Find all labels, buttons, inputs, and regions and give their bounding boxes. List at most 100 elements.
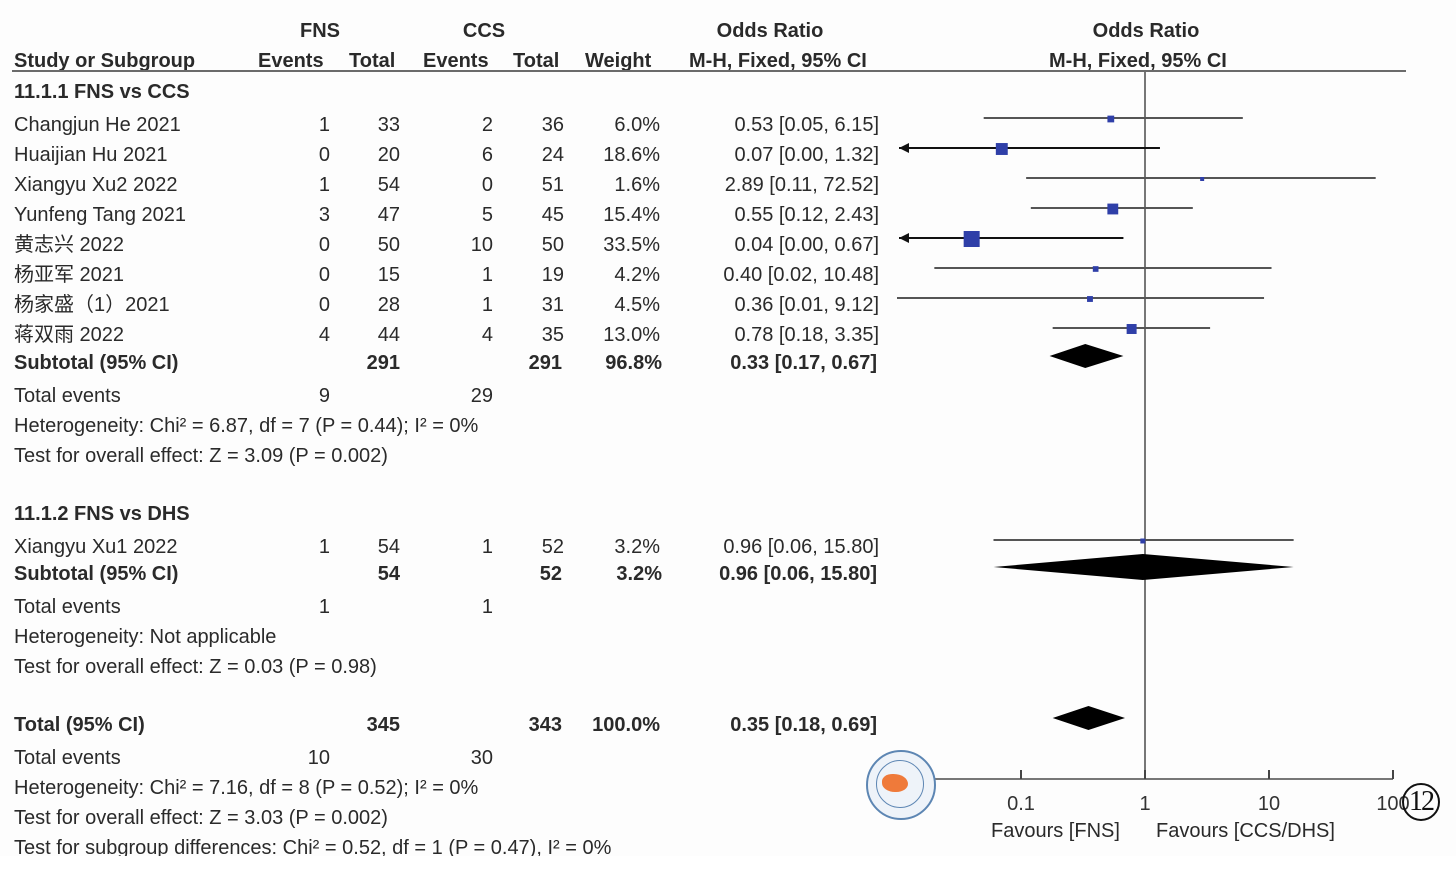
weight: 15.4% <box>603 204 660 226</box>
col-events2-header: Events <box>423 50 489 72</box>
study-name: 杨亚军 2021 <box>14 264 125 286</box>
journal-logo-icon <box>866 750 936 820</box>
subtotal-total1: 54 <box>377 563 400 585</box>
total-2: 19 <box>541 264 564 286</box>
odds-ratio: 0.36 [0.01, 9.12] <box>734 294 879 316</box>
total-2: 35 <box>541 324 564 346</box>
total-weight: 100.0% <box>592 714 660 736</box>
weight: 4.2% <box>614 264 660 286</box>
x-axis-tick-label: 100 <box>1376 793 1409 815</box>
group2-header: CCS <box>462 20 506 42</box>
subtotal-weight: 96.8% <box>605 352 662 374</box>
odds-ratio: 0.55 [0.12, 2.43] <box>734 204 879 226</box>
heterogeneity-text: Heterogeneity: Not applicable <box>14 626 277 648</box>
odds-ratio: 0.40 [0.02, 10.48] <box>723 264 879 286</box>
total-or: 0.35 [0.18, 0.69] <box>730 714 877 736</box>
events-2: 10 <box>470 234 493 256</box>
subgroup-title: 11.1.1 FNS vs CCS <box>14 81 190 103</box>
study-name: 杨家盛（1）2021 <box>14 294 170 316</box>
figure-number-label: 12 <box>1402 783 1440 821</box>
events-2: 6 <box>481 144 493 166</box>
total-total1: 345 <box>366 714 400 736</box>
weight: 13.0% <box>603 324 660 346</box>
study-marker <box>1087 296 1093 302</box>
study-name: Yunfeng Tang 2021 <box>14 204 187 226</box>
weight: 33.5% <box>603 234 660 256</box>
events-2: 1 <box>481 294 493 316</box>
total-events-2: 1 <box>481 596 493 618</box>
total-1: 15 <box>377 264 400 286</box>
ci-arrow-left <box>899 233 909 243</box>
total-total2: 343 <box>528 714 562 736</box>
page-edge <box>0 856 1456 871</box>
events-2: 1 <box>481 536 493 558</box>
x-axis-tick-label: 10 <box>1258 793 1280 815</box>
subtotal-weight: 3.2% <box>616 563 662 585</box>
events-1: 0 <box>318 144 330 166</box>
total-1: 28 <box>377 294 400 316</box>
total-2: 45 <box>541 204 564 226</box>
col-study-header: Study or Subgroup <box>14 50 196 72</box>
ci-arrow-left <box>899 143 909 153</box>
col-events1-header: Events <box>258 50 324 72</box>
study-name: Huaijian Hu 2021 <box>14 144 168 166</box>
events-1: 3 <box>318 204 330 226</box>
group1-header: FNS <box>300 20 340 42</box>
odds-ratio: 0.07 [0.00, 1.32] <box>734 144 879 166</box>
total-2: 36 <box>541 114 564 136</box>
total-2: 50 <box>541 234 564 256</box>
study-name: Xiangyu Xu1 2022 <box>14 536 178 558</box>
study-marker <box>1092 266 1099 272</box>
study-marker <box>995 143 1008 155</box>
total-1: 33 <box>377 114 400 136</box>
total-events-1: 9 <box>318 385 330 407</box>
events-1: 0 <box>318 234 330 256</box>
study-marker <box>963 231 980 247</box>
total-events-1: 10 <box>307 747 330 769</box>
summary-diamond <box>1052 706 1126 730</box>
events-1: 4 <box>318 324 330 346</box>
col-total1-header: Total <box>349 50 396 72</box>
total-events-2: 30 <box>470 747 493 769</box>
subtotal-total2: 52 <box>539 563 562 585</box>
total-events-1: 1 <box>318 596 330 618</box>
odds-ratio: 0.96 [0.06, 15.80] <box>723 536 879 558</box>
study-name: Changjun He 2021 <box>14 114 181 136</box>
header-rule <box>12 70 1406 72</box>
total-1: 47 <box>377 204 400 226</box>
events-1: 0 <box>318 264 330 286</box>
events-1: 1 <box>318 114 330 136</box>
total-1: 44 <box>377 324 400 346</box>
events-1: 1 <box>318 536 330 558</box>
weight: 4.5% <box>614 294 660 316</box>
total-events-label: Total events <box>14 747 121 769</box>
study-marker <box>1140 538 1146 544</box>
weight: 6.0% <box>614 114 660 136</box>
subtotal-or: 0.33 [0.17, 0.67] <box>730 352 877 374</box>
col-total2-header: Total <box>513 50 560 72</box>
total-2: 52 <box>541 536 564 558</box>
events-2: 0 <box>481 174 493 196</box>
heterogeneity-text: Heterogeneity: Chi² = 6.87, df = 7 (P = … <box>14 415 479 437</box>
odds-ratio: 2.89 [0.11, 72.52] <box>724 174 879 196</box>
or-column-method: M-H, Fixed, 95% CI <box>689 50 867 72</box>
subtotal-total2: 291 <box>528 352 562 374</box>
study-name: 蒋双雨 2022 <box>14 324 125 346</box>
events-1: 0 <box>318 294 330 316</box>
favours-right-label: Favours [CCS/DHS] <box>1156 820 1335 842</box>
overall-effect-text: Test for overall effect: Z = 3.09 (P = 0… <box>14 445 388 467</box>
study-marker <box>1200 177 1205 181</box>
favours-left-label: Favours [FNS] <box>991 820 1120 842</box>
overall-effect-text: Test for overall effect: Z = 0.03 (P = 0… <box>14 656 377 678</box>
study-marker <box>1107 203 1119 215</box>
plot-method: M-H, Fixed, 95% CI <box>1049 50 1227 72</box>
weight: 1.6% <box>614 174 660 196</box>
subtotal-or: 0.96 [0.06, 15.80] <box>719 563 877 585</box>
subgroup-differences-text: Test for subgroup differences: Chi² = 0.… <box>14 837 612 859</box>
total-events-2: 29 <box>470 385 493 407</box>
total-2: 51 <box>541 174 564 196</box>
x-axis-tick-label: 1 <box>1139 793 1150 815</box>
study-name: 黄志兴 2022 <box>14 234 125 256</box>
plot-title: Odds Ratio <box>1092 20 1200 42</box>
